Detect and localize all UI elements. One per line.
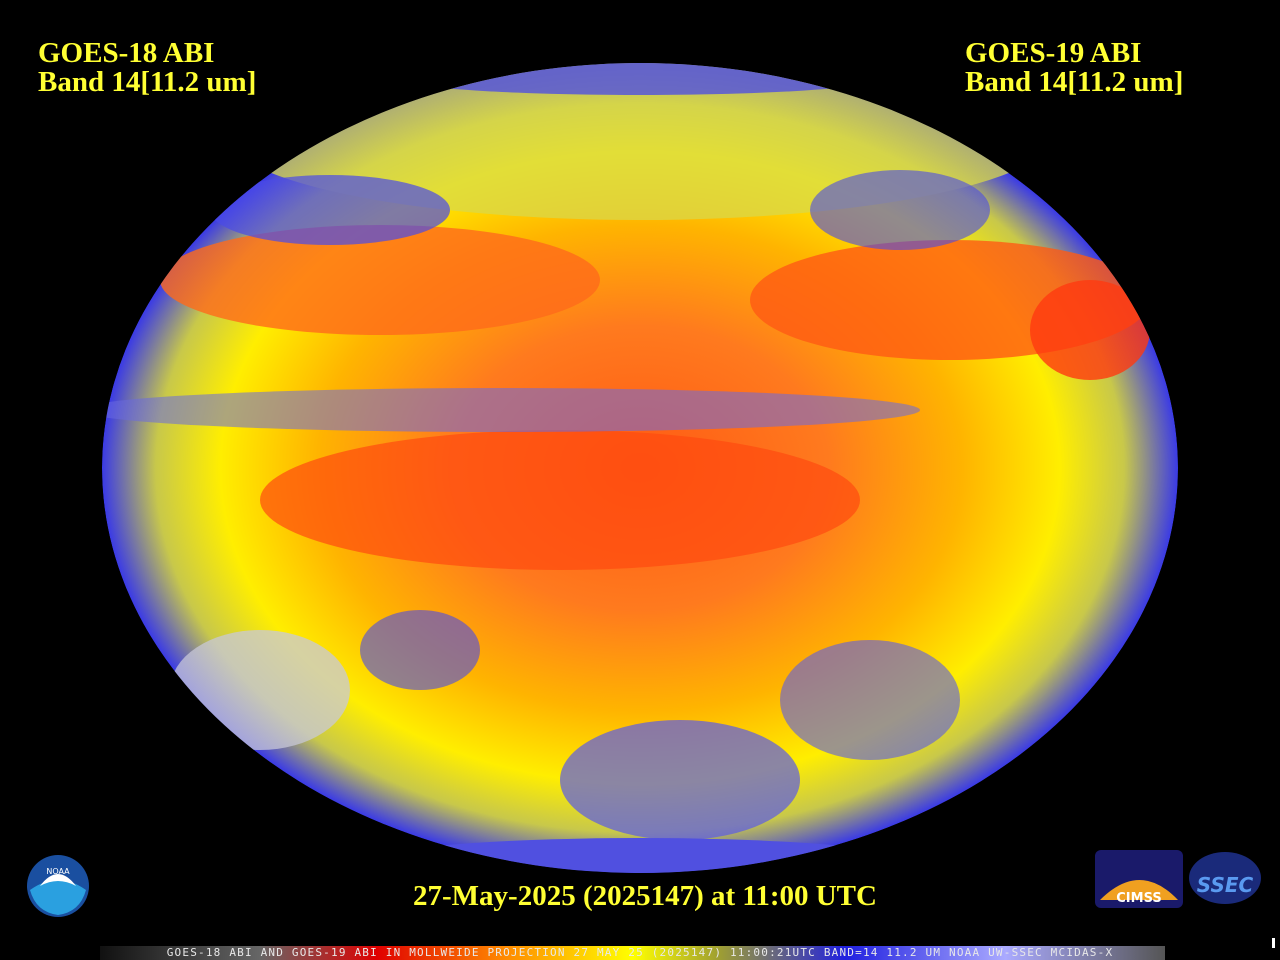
right-satellite: GOES-19 ABI [965, 37, 1141, 69]
color-bar [100, 946, 1165, 960]
marker [1272, 938, 1275, 948]
left-satellite: GOES-18 ABI [38, 37, 214, 69]
left-band: Band 14[11.2 um] [38, 66, 256, 98]
ssec-text: SSEC [1197, 873, 1254, 897]
ssec-logo: SSEC [1189, 852, 1261, 904]
cimss-text: CIMSS [1116, 891, 1161, 906]
timestamp: 27-May-2025 (2025147) at 11:00 UTC [413, 880, 877, 912]
cimss-logo: CIMSS [1095, 850, 1183, 908]
caption: GOES-18 ABI AND GOES-19 ABI IN MOLLWEIDE… [167, 946, 1114, 959]
noaa-text: NOAA [46, 867, 70, 876]
noaa-logo: NOAA [27, 855, 89, 917]
right-band: Band 14[11.2 um] [965, 66, 1183, 98]
